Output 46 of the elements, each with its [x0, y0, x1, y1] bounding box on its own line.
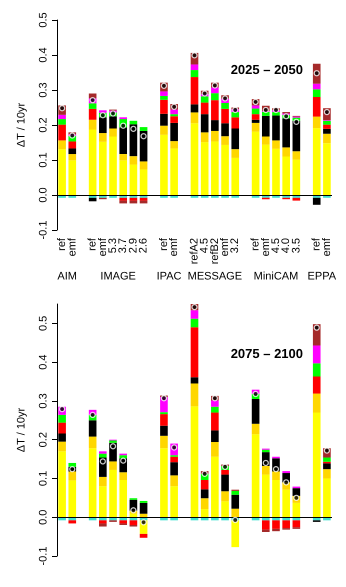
x-tick-label: refA2 — [188, 238, 200, 264]
y-tick-label: 0.1 — [38, 152, 50, 168]
y-tick-label: 0.3 — [38, 82, 50, 98]
x-tick-label: 3.5 — [290, 238, 302, 254]
text: AIM — [57, 270, 77, 282]
x-tick-label: ref — [310, 237, 323, 251]
x-tick-label: 4.5 — [198, 238, 211, 254]
y-axis-title: ΔT / 10yr — [16, 407, 28, 452]
x-tick-label: ref — [56, 237, 68, 251]
x-tick-label: 2.9 — [127, 238, 140, 254]
text: 2025 – 2050 — [230, 62, 304, 77]
y-tick-label: 0.2 — [38, 117, 50, 133]
x-tick-label: emf — [96, 237, 109, 256]
text: MESSAGE — [188, 270, 242, 282]
y-tick-label: 0.0 — [38, 187, 50, 203]
x-tick-label: ref — [86, 237, 99, 251]
y-tick-label: 0.4 — [38, 47, 50, 63]
text: 2075 – 2100 — [230, 346, 304, 361]
y-tick-label: 0.5 — [38, 12, 50, 28]
x-tick-label: emf — [320, 237, 333, 256]
x-tick-label: 3.7 — [117, 238, 130, 254]
x-tick-label: emf — [260, 237, 272, 256]
x-tick-label: 4.5 — [270, 238, 282, 254]
y-tick-label: 0.2 — [38, 432, 50, 448]
x-tick-label: emf — [66, 237, 78, 256]
y-tick-label: 0.5 — [38, 316, 50, 332]
y-tick-label: 0.4 — [38, 354, 50, 370]
y-tick-label: 0.1 — [38, 470, 50, 486]
y-axis-title: ΔT / 10yr — [16, 102, 28, 148]
x-tick-label: ref — [158, 237, 170, 251]
y-tick-label: 0.3 — [38, 393, 50, 409]
y-tick-label: -0.1 — [38, 220, 50, 240]
text: MiniCAM — [254, 270, 298, 282]
x-tick-label: ref — [250, 237, 262, 251]
y-tick-label: -0.1 — [38, 546, 50, 566]
text: IPAC — [156, 270, 182, 282]
x-tick-label: emf — [219, 237, 232, 256]
x-tick-label: refB2 — [208, 238, 221, 264]
y-tick-label: 0.0 — [38, 510, 50, 525]
x-tick-label: emf — [168, 237, 180, 256]
x-tick-label: 3.2 — [229, 238, 242, 254]
text: EPPA — [308, 270, 337, 282]
x-tick-label: 4.0 — [280, 238, 292, 254]
x-tick-label: 5.3 — [107, 238, 120, 254]
text: IMAGE — [100, 270, 136, 282]
x-tick-label: 2.6 — [138, 238, 150, 254]
